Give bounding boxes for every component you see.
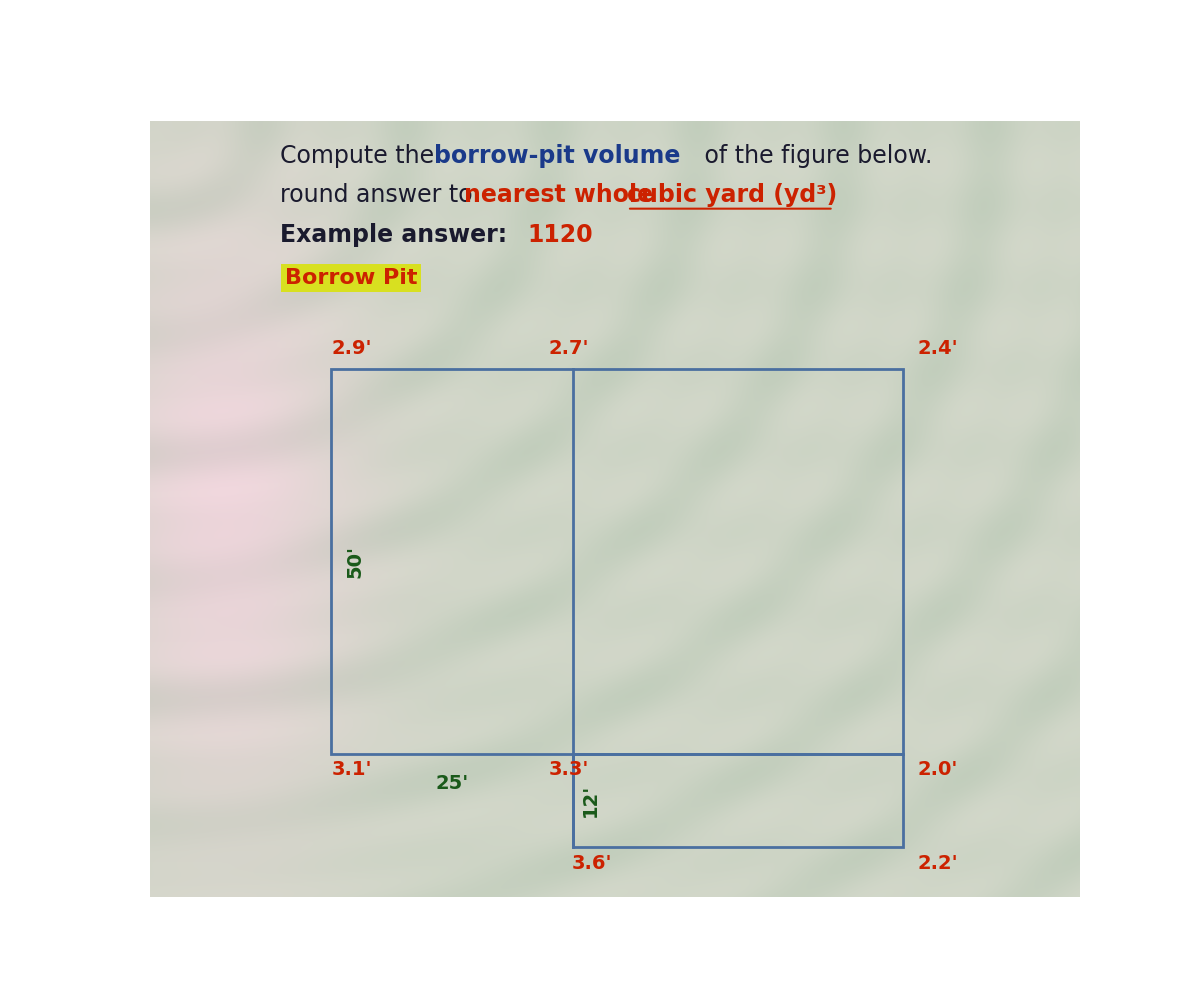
Text: 3.6': 3.6' [571, 855, 612, 873]
Text: 25': 25' [436, 773, 469, 792]
Text: nearest whole: nearest whole [464, 182, 661, 207]
Text: 1120: 1120 [528, 223, 593, 247]
Text: 2.0': 2.0' [917, 760, 958, 779]
Text: Example answer:: Example answer: [281, 223, 516, 247]
Text: 2.2': 2.2' [917, 855, 958, 873]
Text: 12': 12' [581, 783, 599, 816]
Text: 2.4': 2.4' [917, 339, 958, 358]
Text: 3.1': 3.1' [331, 760, 372, 779]
Text: round answer to: round answer to [281, 182, 480, 207]
Text: 3.3': 3.3' [548, 760, 589, 779]
Text: of the figure below.: of the figure below. [697, 144, 932, 168]
Text: 50': 50' [346, 545, 364, 578]
Text: borrow-pit volume: borrow-pit volume [433, 144, 680, 168]
Text: Borrow Pit: Borrow Pit [284, 268, 418, 287]
Bar [574, 754, 904, 847]
Text: cubic yard (yd³): cubic yard (yd³) [628, 182, 838, 207]
Text: 2.7': 2.7' [548, 339, 589, 358]
Text: 2.9': 2.9' [331, 339, 372, 358]
Bar [331, 369, 904, 754]
Text: Compute the: Compute the [281, 144, 442, 168]
